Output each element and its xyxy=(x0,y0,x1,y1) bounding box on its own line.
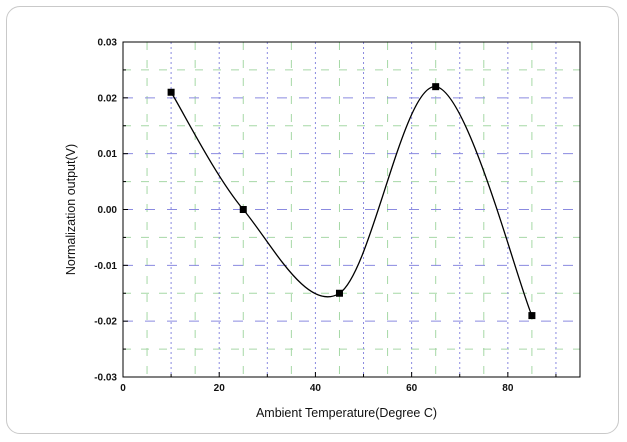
ticks: 0 20 40 60 80 0.03 0.02 0.01 0.00 -0.01 -0.02 -0.03 xyxy=(94,38,557,394)
y-tick-label: -0.01 xyxy=(94,261,117,272)
grid xyxy=(123,42,580,377)
y-tick-label: -0.02 xyxy=(94,317,117,328)
y-axis-label: Normalization output(V) xyxy=(64,144,78,275)
data-point xyxy=(335,289,343,297)
y-tick-label: 0.01 xyxy=(98,149,118,160)
x-tick-label: 20 xyxy=(214,383,226,394)
y-tick-label: 0.03 xyxy=(98,38,118,49)
x-tick-label: 60 xyxy=(406,383,418,394)
x-tick-label: 40 xyxy=(310,383,322,394)
chart-card xyxy=(6,6,619,434)
series xyxy=(167,83,536,320)
data-point xyxy=(167,88,175,96)
y-tick-label: -0.03 xyxy=(94,373,117,384)
data-point xyxy=(239,206,247,213)
x-tick-label: 0 xyxy=(120,383,126,394)
data-point xyxy=(528,312,536,320)
y-tick-label: 0.02 xyxy=(98,93,118,104)
data-point xyxy=(432,83,440,91)
series-line xyxy=(170,86,533,316)
x-tick-label: 80 xyxy=(502,383,514,394)
x-axis-label: Ambient Temperature(Degree C) xyxy=(256,406,437,420)
plot-frame xyxy=(122,41,581,378)
y-tick-label: 0.00 xyxy=(98,205,118,216)
